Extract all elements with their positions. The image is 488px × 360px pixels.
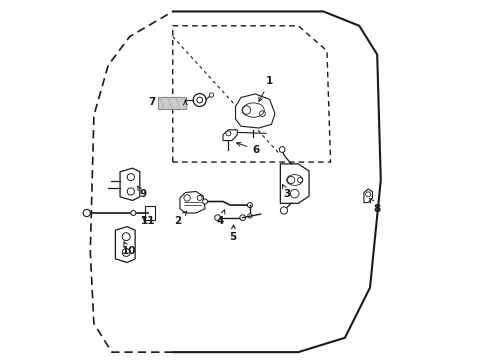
Circle shape [202, 199, 207, 204]
Circle shape [365, 192, 370, 197]
Polygon shape [235, 94, 274, 128]
Circle shape [183, 195, 190, 201]
Polygon shape [115, 226, 135, 262]
Circle shape [193, 94, 206, 107]
Circle shape [280, 207, 287, 214]
Circle shape [83, 210, 90, 217]
Text: 10: 10 [122, 242, 136, 256]
Polygon shape [363, 189, 372, 203]
Circle shape [122, 248, 130, 256]
Circle shape [242, 106, 250, 114]
Polygon shape [144, 206, 155, 220]
Text: 3: 3 [282, 185, 290, 199]
Text: 6: 6 [236, 142, 259, 154]
Polygon shape [280, 164, 308, 203]
Text: 11: 11 [140, 216, 155, 226]
Polygon shape [180, 192, 204, 213]
Text: 4: 4 [216, 210, 224, 226]
Circle shape [131, 211, 136, 216]
Circle shape [127, 174, 134, 181]
Text: 9: 9 [137, 186, 146, 199]
Text: 8: 8 [369, 198, 380, 214]
Circle shape [247, 214, 251, 218]
Text: 5: 5 [229, 225, 236, 242]
Circle shape [279, 147, 285, 152]
FancyBboxPatch shape [158, 97, 185, 109]
Circle shape [196, 97, 202, 103]
Text: 1: 1 [258, 76, 273, 101]
Circle shape [225, 131, 230, 136]
Circle shape [209, 93, 213, 97]
Circle shape [239, 215, 245, 221]
Polygon shape [120, 168, 140, 201]
Circle shape [197, 195, 202, 201]
Polygon shape [223, 130, 237, 140]
Text: 7: 7 [148, 97, 155, 107]
Circle shape [214, 215, 220, 221]
Circle shape [297, 177, 302, 183]
Circle shape [287, 176, 294, 184]
Circle shape [259, 111, 265, 117]
Circle shape [127, 188, 134, 195]
Circle shape [247, 203, 252, 208]
Circle shape [122, 233, 130, 240]
Text: 2: 2 [174, 211, 186, 226]
Circle shape [290, 189, 298, 198]
